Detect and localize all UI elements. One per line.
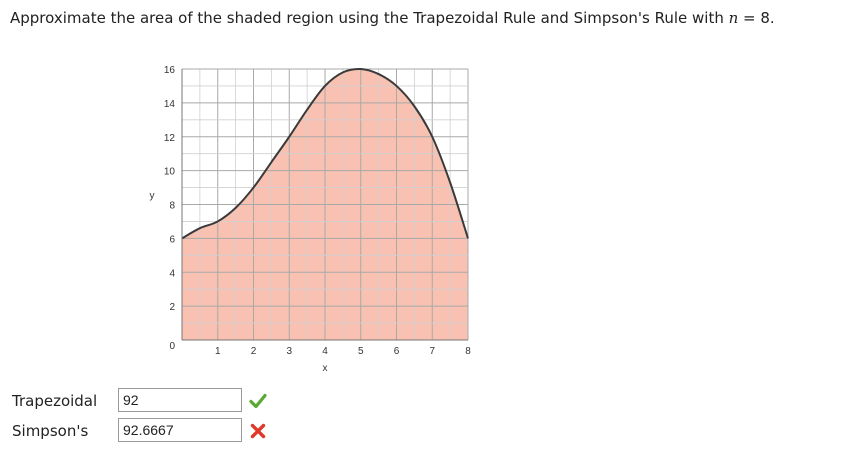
simpsons-label: Simpson's [12,422,89,440]
y-tick-label: 12 [164,133,176,144]
check-icon [249,393,267,409]
trapezoidal-label: Trapezoidal [12,392,98,410]
y-axis-label: y [150,191,155,202]
simpsons-input[interactable] [118,418,242,442]
y-tick-label: 0 [169,341,175,352]
x-tick-label: 5 [358,346,364,357]
x-tick-label: 6 [394,346,400,357]
y-tick-label: 16 [164,65,176,76]
y-tick-label: 4 [169,268,175,279]
question-prefix: Approximate the area of the shaded regio… [10,9,729,27]
question-variable: n [728,9,739,27]
y-tick-label: 14 [164,99,176,110]
y-tick-label: 2 [169,302,175,313]
function-curve [181,67,469,240]
trapezoidal-input[interactable] [118,388,242,412]
question-text: Approximate the area of the shaded regio… [10,9,775,27]
y-tick-label: 10 [164,167,176,178]
x-tick-label: 2 [251,346,257,357]
x-tick-label: 4 [322,346,328,357]
x-tick-label: 1 [215,346,221,357]
x-axis-label: x [323,363,328,374]
x-icon [250,423,266,439]
y-tick-label: 8 [169,201,175,212]
x-tick-label: 3 [286,346,292,357]
y-tick-label: 6 [169,234,175,245]
x-tick-label: 7 [429,346,435,357]
question-suffix: = 8. [738,9,775,27]
x-tick-label: 8 [465,346,471,357]
